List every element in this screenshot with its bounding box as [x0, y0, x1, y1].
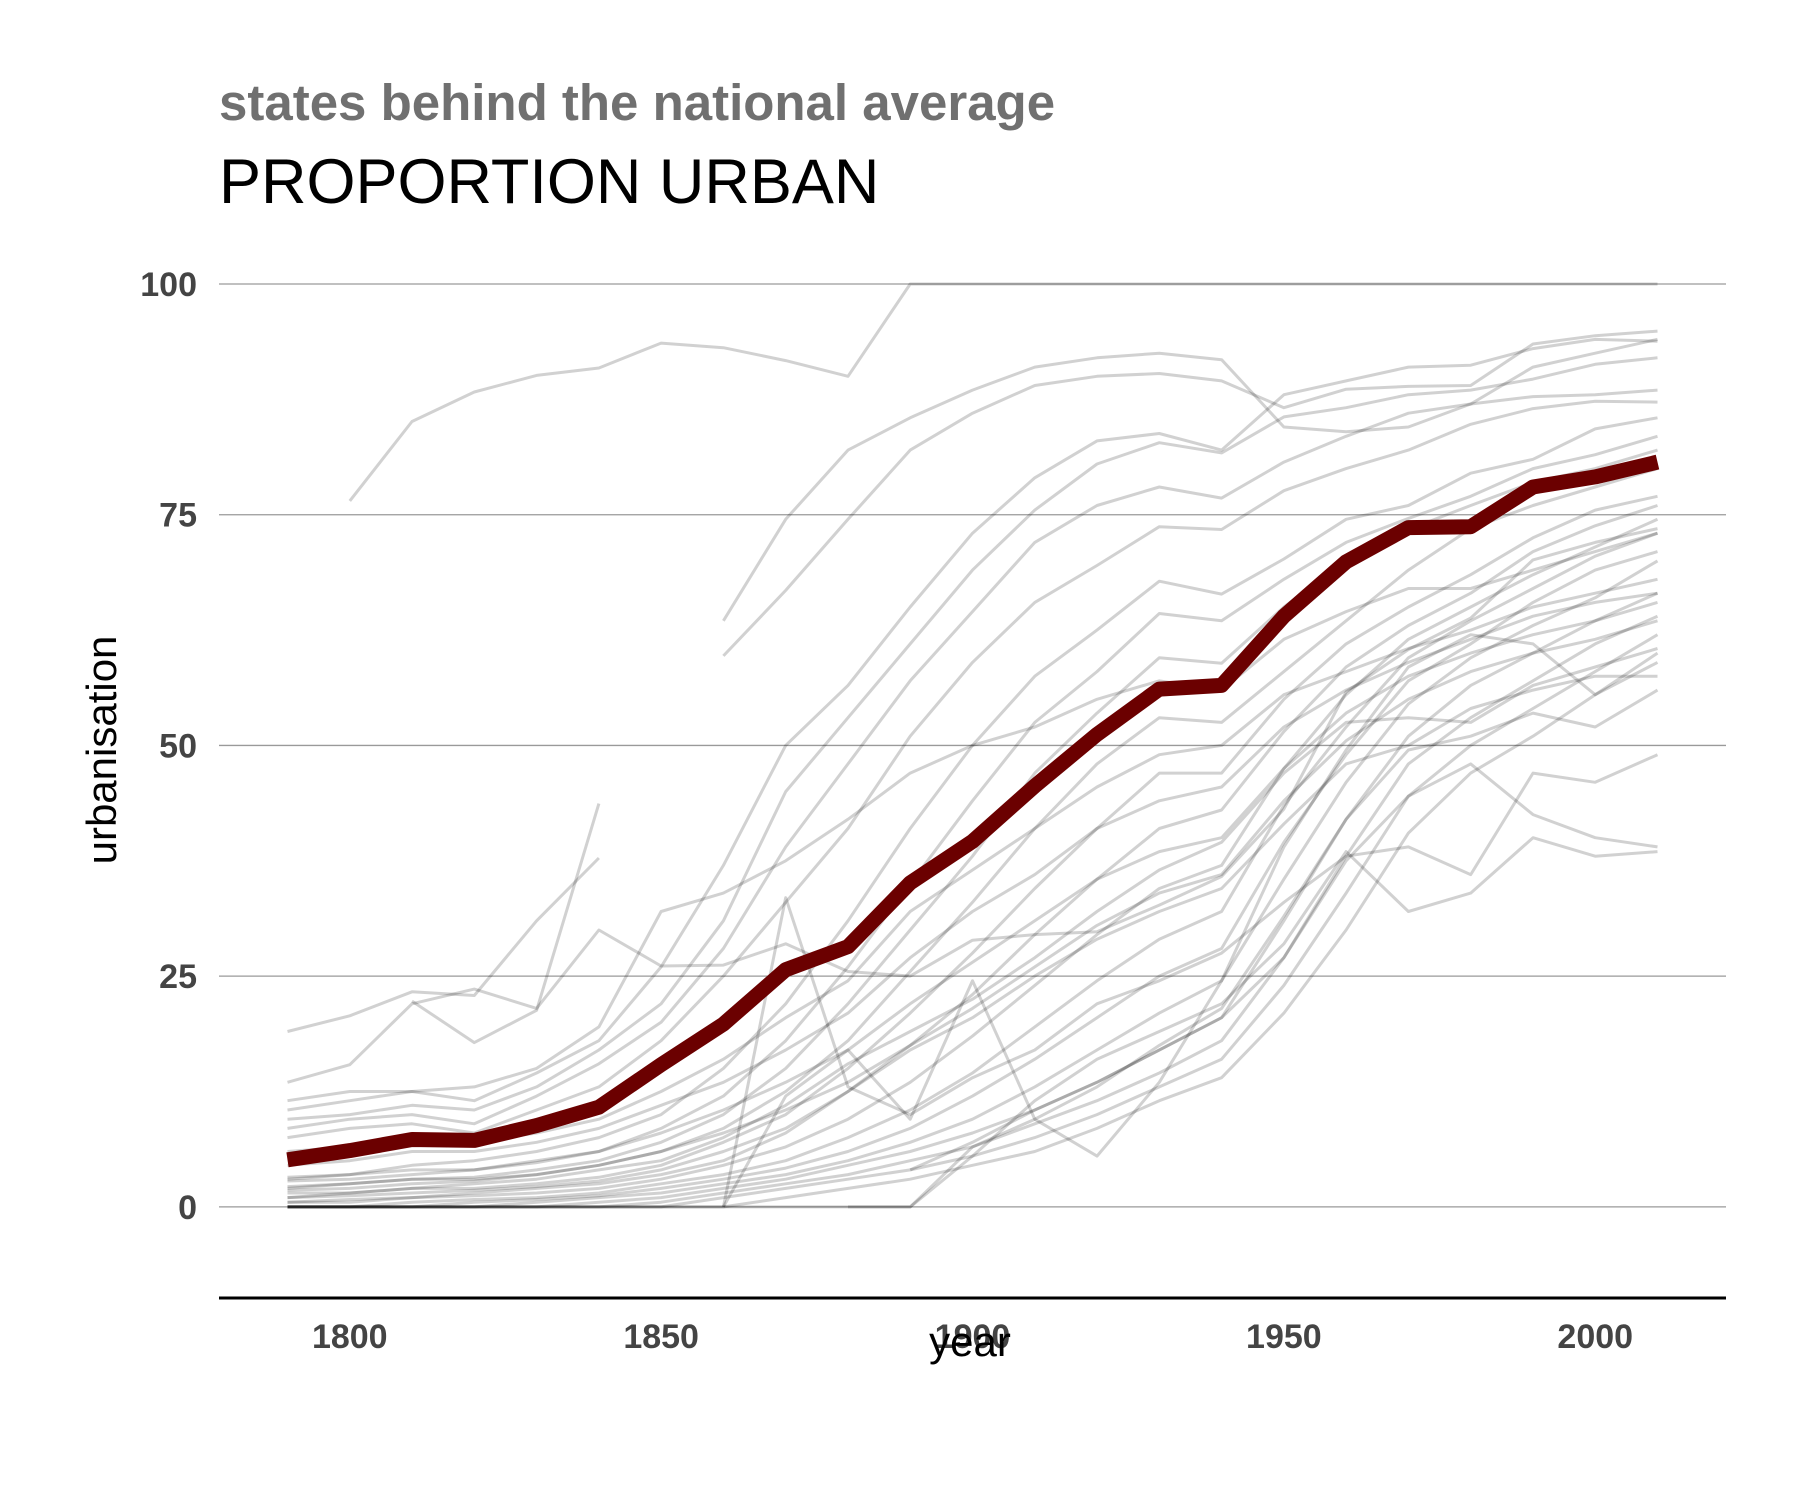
- state-line-13: [287, 434, 1658, 1183]
- state-line-5: [411, 803, 601, 1045]
- y-tick-label-75: 75: [159, 497, 197, 535]
- background-state-lines: [287, 282, 1659, 1209]
- state-line-27: [287, 591, 1658, 1167]
- state-line-15: [287, 467, 1658, 1192]
- state-line-1: [348, 282, 1658, 502]
- highlight-series-group: [286, 454, 1660, 1168]
- x-tick-label-1850: 1850: [623, 1318, 699, 1356]
- y-tick-label-100: 100: [140, 266, 197, 304]
- x-tick-label-1950: 1950: [1246, 1318, 1322, 1356]
- state-line-28: [287, 600, 1658, 1181]
- state-line-21: [287, 559, 1659, 1209]
- state-line-19: [287, 531, 1659, 1209]
- state-line-35: [287, 647, 1658, 1200]
- state-line-11: [287, 399, 1658, 1140]
- chart-title: PROPORTION URBAN: [219, 147, 879, 217]
- state-line-10: [287, 388, 1658, 1130]
- x-tick-label-2000: 2000: [1557, 1318, 1633, 1356]
- state-line-4: [287, 856, 600, 1033]
- y-tick-label-0: 0: [178, 1189, 197, 1227]
- state-line-8: [287, 337, 1658, 1112]
- state-line-23: [287, 614, 1659, 1209]
- national-average-line: [286, 454, 1660, 1168]
- state-line-25: [287, 651, 1659, 1209]
- state-line-9: [287, 356, 1658, 1121]
- state-line-6: [287, 527, 1658, 1084]
- y-tick-label-25: 25: [159, 958, 197, 996]
- x-axis-title: year: [929, 1318, 1011, 1365]
- y-tick-label-50: 50: [159, 727, 197, 765]
- y-tick-labels: 0 25 50 75 100: [140, 266, 197, 1227]
- state-line-17: [287, 504, 1658, 1200]
- state-line-36: [287, 674, 1658, 1204]
- state-line-2: [722, 337, 1658, 622]
- y-axis-title: urbanisation: [78, 636, 125, 865]
- state-line-34: [287, 688, 1659, 1209]
- state-line-22: [287, 591, 1659, 1209]
- state-line-33: [909, 762, 1658, 1172]
- state-line-3: [722, 329, 1658, 657]
- x-tick-labels: 1800 1850 1900 1950 2000: [312, 1318, 1633, 1356]
- state-line-7: [287, 531, 1658, 1103]
- state-line-29: [287, 619, 1658, 1190]
- state-line-16: [287, 494, 1658, 1195]
- state-line-30: [722, 633, 1659, 1208]
- state-line-24: [287, 633, 1659, 1209]
- chart-subtitle: states behind the national average: [219, 74, 1055, 131]
- state-line-18: [287, 517, 1659, 1204]
- state-line-12: [287, 416, 1658, 1179]
- state-line-32: [848, 836, 1658, 1209]
- y-gridlines: [219, 283, 1726, 1208]
- state-line-20: [287, 550, 1658, 1209]
- x-tick-label-1800: 1800: [312, 1318, 388, 1356]
- state-line-31: [721, 753, 1659, 1208]
- x-tick-label-1900: 1900: [935, 1318, 1011, 1356]
